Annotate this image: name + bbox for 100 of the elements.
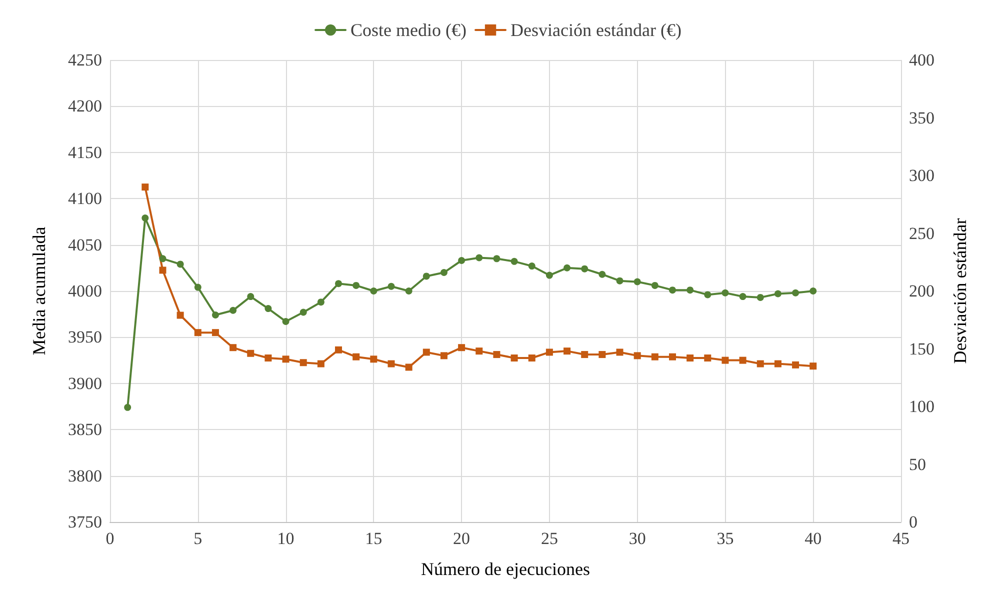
point (264, 305, 272, 312)
point (422, 272, 430, 280)
point (352, 353, 360, 360)
point (458, 344, 466, 352)
y2-tick-label: 200 (909, 282, 934, 300)
point (722, 356, 729, 364)
point (159, 255, 166, 262)
point (564, 348, 571, 355)
y-tick-label: 4150 (68, 142, 102, 162)
point (651, 353, 658, 360)
point (422, 348, 430, 356)
point (510, 354, 518, 362)
point (722, 289, 729, 296)
point (493, 351, 500, 358)
x-tick-label: 45 (892, 529, 910, 548)
point (388, 282, 395, 290)
x-tick-label: 35 (716, 529, 734, 548)
point (546, 272, 553, 279)
point (388, 360, 395, 368)
point (756, 360, 764, 368)
x-tick-label: 20 (453, 529, 470, 548)
point (810, 288, 817, 294)
legend-label: Coste medio (€) (350, 20, 467, 40)
point (668, 286, 676, 294)
point (247, 350, 254, 357)
point (142, 184, 149, 191)
point (634, 278, 641, 286)
point (739, 356, 746, 364)
x-axis-title: Número de ejecuciones (421, 559, 590, 579)
y2-tick-label: 150 (909, 339, 934, 358)
y2-tick-label: 50 (909, 454, 926, 474)
point (528, 262, 536, 270)
point (774, 290, 782, 298)
point (352, 282, 360, 289)
legend-label: Desviación estándar (€) (510, 20, 682, 40)
y-tick-label: 4200 (68, 96, 102, 116)
point (370, 288, 378, 294)
point (616, 277, 624, 284)
point (176, 260, 184, 268)
point (194, 329, 202, 336)
x-tick-label: 15 (365, 529, 382, 548)
point (300, 308, 307, 316)
point (581, 265, 588, 272)
point (317, 360, 324, 368)
point (194, 284, 202, 291)
point (317, 298, 324, 306)
point (581, 351, 588, 358)
point (686, 286, 694, 294)
point (176, 312, 184, 319)
point (405, 364, 412, 371)
point (405, 288, 412, 294)
point (510, 258, 518, 265)
point (616, 348, 624, 356)
point (476, 254, 483, 262)
point (264, 354, 272, 362)
point (247, 293, 254, 300)
y-tick-label: 4250 (68, 50, 102, 70)
point (230, 344, 237, 352)
point (598, 351, 606, 358)
point (300, 359, 307, 366)
point (704, 291, 712, 298)
x-tick-label: 5 (194, 529, 202, 548)
point (546, 348, 553, 356)
y2-tick-label: 350 (909, 108, 934, 128)
point (774, 360, 782, 368)
y-tick-label: 3800 (68, 466, 102, 486)
point (124, 404, 132, 411)
y-tick-label: 3750 (68, 512, 102, 532)
point (493, 255, 500, 262)
y-tick-label: 4100 (68, 189, 102, 208)
x-tick-label: 10 (277, 529, 294, 548)
point (564, 264, 571, 272)
y2-tick-label: 400 (909, 50, 934, 70)
y2-tick-label: 300 (909, 166, 934, 185)
point (212, 312, 219, 319)
point (159, 266, 166, 274)
x-tick-label: 25 (540, 529, 558, 548)
point (528, 354, 536, 362)
y2-tick-label: 250 (909, 224, 934, 243)
point (792, 361, 800, 368)
point (282, 318, 290, 325)
x-tick-label: 40 (804, 529, 822, 548)
point (142, 214, 149, 222)
point (792, 289, 800, 296)
point (212, 329, 219, 336)
point (756, 294, 764, 301)
point (440, 269, 448, 276)
point (739, 293, 746, 300)
point (651, 282, 658, 289)
point (704, 354, 712, 362)
point (476, 348, 483, 355)
x-tick-label: 30 (628, 529, 646, 548)
point (810, 362, 817, 370)
y-tick-label: 3900 (68, 374, 102, 393)
y-axis-title: Media acumulada (29, 226, 49, 356)
y2-tick-label: 100 (909, 397, 934, 416)
point (335, 280, 342, 288)
y-tick-label: 4000 (68, 282, 102, 300)
y-tick-label: 3950 (68, 328, 102, 347)
point (458, 257, 466, 264)
